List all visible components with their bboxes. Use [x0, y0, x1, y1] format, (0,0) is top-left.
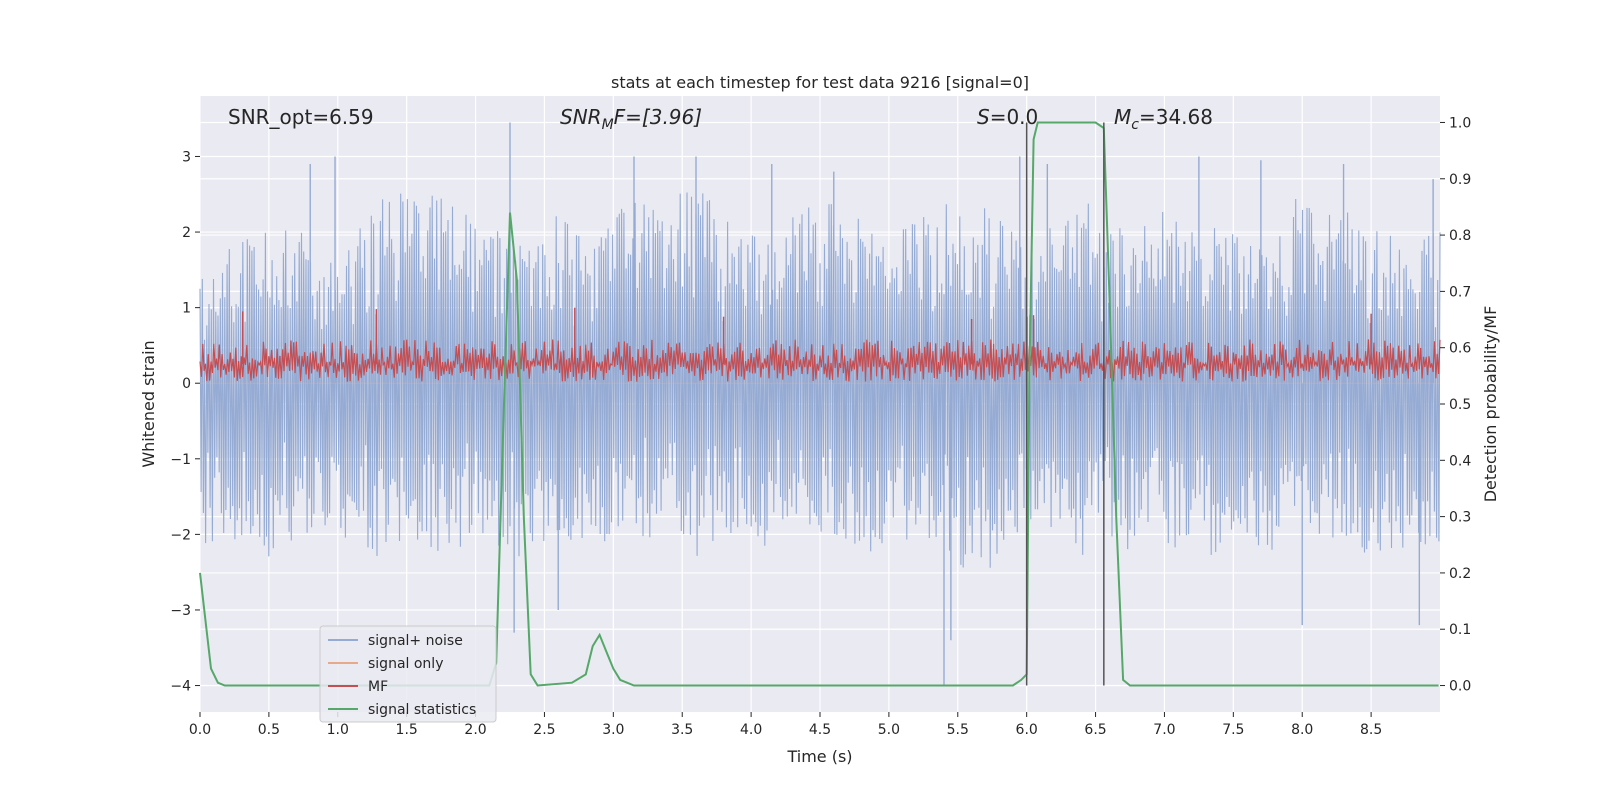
- y-right-tick-label-2: 0.2: [1449, 566, 1471, 582]
- y-right-axis-label: Detection probability/MF: [1481, 306, 1500, 503]
- x-tick-label-13: 6.5: [1084, 722, 1106, 738]
- y-left-tick-label-0: −4: [170, 679, 191, 695]
- annotation-mc-sub: c: [1131, 117, 1139, 133]
- x-tick-label-1: 0.5: [258, 722, 280, 738]
- legend: signal+ noise signal only MF signal statist…: [319, 625, 497, 723]
- y-right-axis-ticks: 0.0 0.1 0.2 0.3 0.4 0.5 0.6 0.7 0.8 0.9 1.0: [1440, 115, 1471, 695]
- annotation-mc-italic: M: [1114, 105, 1131, 129]
- y-right-tick-label-3: 0.3: [1449, 510, 1471, 526]
- annotation-snr-mf-main: SNR: [560, 105, 602, 129]
- y-left-axis-ticks: −4 −3 −2 −1 0 1 2 3: [170, 149, 200, 695]
- annotation-snr-mf: SNRMF=[3.96]: [560, 105, 702, 133]
- y-left-tick-label-1: −3: [170, 603, 191, 619]
- x-tick-label-17: 8.5: [1360, 722, 1382, 738]
- chart-title: stats at each timestep for test data 921…: [611, 73, 1029, 92]
- x-axis-ticks: 0.0 0.5 1.0 1.5 2.0 2.5 3.0 3.5 4.0 4.5 5.0 5.5 6.0 6…: [189, 712, 1382, 738]
- y-left-tick-label-5: 1: [182, 301, 191, 317]
- y-right-tick-label-8: 0.8: [1449, 228, 1471, 244]
- series-layer: [199, 121, 1441, 687]
- y-left-tick-label-4: 0: [182, 376, 191, 392]
- series-mf-line: [199, 339, 1441, 382]
- annotation-snr-mf-rest: F=[3.96]: [614, 105, 702, 129]
- annotation-snr-opt: SNR_opt=6.59: [228, 105, 374, 129]
- x-tick-label-0: 0.0: [189, 722, 211, 738]
- x-tick-label-7: 3.5: [671, 722, 693, 738]
- annotation-s-italic: S: [977, 105, 990, 129]
- y-right-tick-label-0: 0.0: [1449, 679, 1471, 695]
- y-left-tick-label-2: −2: [170, 527, 191, 543]
- x-tick-label-2: 1.0: [327, 722, 349, 738]
- annotation-s-rest: =0.0: [990, 105, 1039, 129]
- y-left-tick-label-7: 3: [182, 149, 191, 165]
- y-right-tick-label-10: 1.0: [1449, 115, 1471, 131]
- y-left-tick-label-3: −1: [170, 452, 191, 468]
- legend-label-signal-noise: signal+ noise: [368, 633, 463, 649]
- x-axis-label: Time (s): [786, 747, 852, 766]
- legend-box: [319, 625, 497, 723]
- annotation-s: S=0.0: [977, 105, 1038, 129]
- annotation-mc-rest: =34.68: [1139, 105, 1213, 129]
- y-right-tick-label-1: 0.1: [1449, 622, 1471, 638]
- y-left-axis-label: Whitened strain: [139, 340, 158, 467]
- legend-label-signal-only: signal only: [368, 656, 443, 672]
- y-right-tick-label-5: 0.5: [1449, 397, 1471, 413]
- annotation-snr-mf-sub: M: [602, 117, 614, 133]
- x-tick-label-10: 5.0: [878, 722, 900, 738]
- y-right-tick-label-9: 0.9: [1449, 172, 1471, 188]
- x-tick-label-5: 2.5: [533, 722, 555, 738]
- legend-label-signal-statistics: signal statistics: [368, 702, 476, 718]
- x-tick-label-8: 4.0: [740, 722, 762, 738]
- x-tick-label-9: 4.5: [809, 722, 831, 738]
- y-right-tick-label-4: 0.4: [1449, 453, 1471, 469]
- y-right-tick-label-6: 0.6: [1449, 341, 1471, 357]
- x-tick-label-15: 7.5: [1222, 722, 1244, 738]
- annotation-mc: Mc=34.68: [1114, 105, 1213, 133]
- series-signal-noise-line: [199, 192, 1441, 568]
- x-tick-label-3: 1.5: [396, 722, 418, 738]
- series-signal-statistics-line: [199, 121, 1439, 687]
- grid: [199, 96, 1440, 712]
- x-tick-label-11: 5.5: [947, 722, 969, 738]
- x-tick-label-12: 6.0: [1016, 722, 1038, 738]
- y-left-tick-label-6: 2: [182, 225, 191, 241]
- y-right-tick-label-7: 0.7: [1449, 284, 1471, 300]
- x-tick-label-14: 7.0: [1153, 722, 1175, 738]
- vertical-markers: [1025, 122, 1105, 686]
- legend-label-mf: MF: [368, 679, 388, 695]
- x-tick-label-16: 8.0: [1291, 722, 1313, 738]
- x-tick-label-4: 2.0: [464, 722, 486, 738]
- x-tick-label-6: 3.0: [602, 722, 624, 738]
